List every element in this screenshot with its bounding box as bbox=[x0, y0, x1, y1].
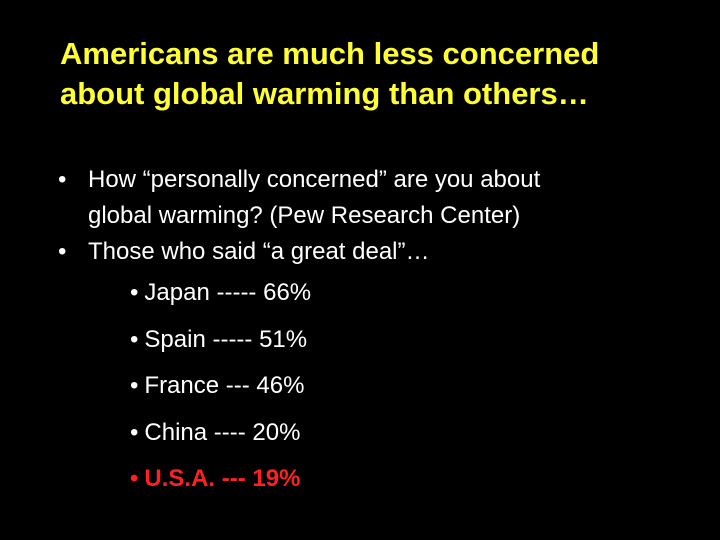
country-item-japan: • Japan ----- 66% bbox=[130, 270, 698, 317]
country-item-china: • China ---- 20% bbox=[130, 410, 698, 457]
country-item-france: • France --- 46% bbox=[130, 363, 698, 410]
bullet-marker: • bbox=[130, 279, 139, 306]
country-text: Japan ----- 66% bbox=[144, 279, 312, 306]
bullet-question: • How “personally concerned” are you abo… bbox=[58, 162, 698, 234]
bullet-marker: • bbox=[58, 166, 67, 193]
title-line-2: about global warming than others… bbox=[60, 76, 589, 111]
bullet-marker: • bbox=[130, 418, 139, 446]
country-text: China ---- 20% bbox=[144, 418, 301, 446]
country-text: U.S.A. --- 19% bbox=[144, 465, 301, 492]
country-item-usa: • U.S.A. --- 19% bbox=[130, 456, 698, 503]
country-text: France --- 46% bbox=[144, 372, 305, 399]
slide-body: • How “personally concerned” are you abo… bbox=[58, 162, 698, 503]
bullet-marker: • bbox=[58, 238, 67, 265]
bullet-marker: • bbox=[130, 465, 139, 492]
country-item-spain: • Spain ----- 51% bbox=[130, 317, 698, 364]
country-text: Spain ----- 51% bbox=[144, 325, 308, 353]
bullet-question-line-1: How “personally concerned” are you about bbox=[88, 166, 541, 193]
country-list: • Japan ----- 66% • Spain ----- 51% • Franc… bbox=[58, 270, 698, 503]
slide-title: Americans are much less concerned about … bbox=[60, 34, 680, 114]
bullet-marker: • bbox=[130, 325, 139, 353]
bullet-great-deal-text: Those who said “a great deal”… bbox=[88, 238, 430, 265]
bullet-marker: • bbox=[130, 372, 139, 399]
bullet-question-line-2: global warming? (Pew Research Center) bbox=[88, 202, 521, 229]
bullet-great-deal: • Those who said “a great deal”… bbox=[58, 234, 698, 270]
title-line-1: Americans are much less concerned bbox=[60, 36, 600, 71]
